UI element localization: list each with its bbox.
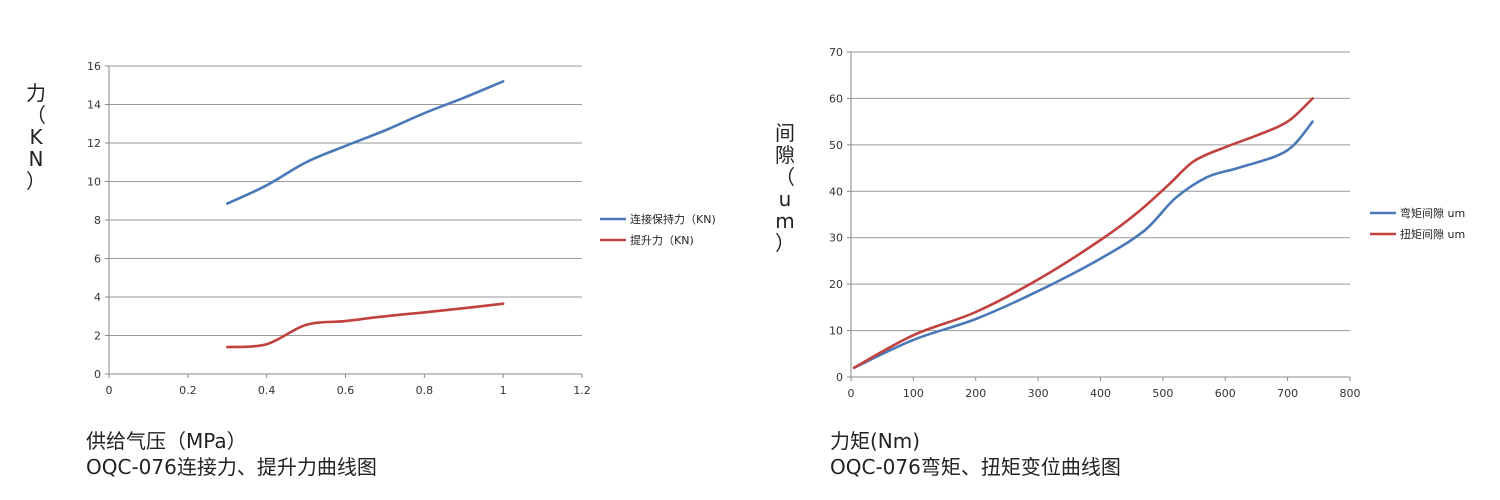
y-tick-label: 30 bbox=[829, 232, 843, 245]
x-tick-label: 0.4 bbox=[258, 384, 276, 397]
y-tick-label: 4 bbox=[94, 291, 101, 304]
y-tick-label: 2 bbox=[94, 330, 101, 343]
y-axis-label-char: 间 bbox=[775, 121, 795, 145]
x-tick-label: 600 bbox=[1215, 387, 1236, 400]
chart-connection-lift-force: 0 2 4 6 8 10 12 14 16 0 0.2 0.4 0.6 0.8 1 1.2 连接保持力（KN) 提… bbox=[26, 60, 716, 397]
legend-label-2: 提升力（KN) bbox=[630, 234, 694, 247]
legend-label-1: 连接保持力（KN) bbox=[630, 212, 716, 226]
y-axis-label-char: （ bbox=[26, 103, 46, 127]
y-tick-label: 0 bbox=[94, 368, 101, 381]
chart1-title: OQC-076连接力、提升力曲线图 bbox=[86, 455, 377, 479]
y-tick-label: 40 bbox=[829, 185, 843, 198]
series-line-1 bbox=[226, 80, 505, 205]
x-tick-label: 1 bbox=[500, 384, 507, 397]
x-tick-label: 700 bbox=[1277, 387, 1298, 400]
y-tick-label: 50 bbox=[829, 139, 843, 152]
x-tick-label: 0 bbox=[848, 387, 855, 400]
series-line-2 bbox=[226, 302, 505, 349]
y-tick-label: 0 bbox=[836, 371, 843, 384]
y-tick-label: 10 bbox=[829, 325, 843, 338]
y-axis-label-char: u bbox=[779, 187, 792, 211]
y-tick-label: 70 bbox=[829, 46, 843, 59]
y-tick-label: 10 bbox=[87, 176, 101, 189]
x-tick-label: 500 bbox=[1152, 387, 1173, 400]
y-axis-label-char: 隙 bbox=[775, 143, 795, 167]
x-tick-label: 0.8 bbox=[416, 384, 434, 397]
x-tick-label: 300 bbox=[1028, 387, 1049, 400]
x-tick-label: 0 bbox=[106, 384, 113, 397]
x-tick-label: 100 bbox=[903, 387, 924, 400]
y-axis-label-char: ） bbox=[775, 231, 795, 255]
y-axis-label-char: m bbox=[775, 209, 794, 233]
y-tick-label: 8 bbox=[94, 214, 101, 227]
x-tick-label: 400 bbox=[1090, 387, 1111, 400]
chart1-xlabel: 供给气压（MPa） bbox=[86, 429, 247, 453]
y-axis-label-char: N bbox=[29, 147, 44, 171]
x-tick-label: 0.6 bbox=[337, 384, 355, 397]
series-line-2 bbox=[852, 97, 1314, 369]
x-tick-label: 1.2 bbox=[573, 384, 591, 397]
x-tick-label: 200 bbox=[965, 387, 986, 400]
y-axis-label-char: K bbox=[29, 125, 43, 149]
series-line-1 bbox=[852, 120, 1314, 369]
chart2-xlabel: 力矩(Nm) bbox=[830, 429, 921, 453]
y-tick-label: 16 bbox=[87, 60, 101, 73]
legend-label-1: 弯矩间隙 um bbox=[1400, 206, 1465, 220]
legend-label-2: 扭矩间隙 um bbox=[1400, 227, 1465, 241]
y-axis-label-char: （ bbox=[775, 165, 795, 189]
y-axis-label-char: 力 bbox=[26, 81, 46, 105]
y-tick-label: 20 bbox=[829, 278, 843, 291]
chart2-title: OQC-076弯矩、扭矩变位曲线图 bbox=[830, 455, 1121, 479]
y-tick-label: 6 bbox=[94, 253, 101, 266]
x-tick-label: 800 bbox=[1340, 387, 1361, 400]
y-tick-label: 12 bbox=[87, 137, 101, 150]
y-axis-label-char: ） bbox=[26, 169, 46, 193]
y-tick-label: 60 bbox=[829, 92, 843, 105]
y-tick-label: 14 bbox=[87, 99, 101, 112]
x-tick-label: 0.2 bbox=[179, 384, 197, 397]
